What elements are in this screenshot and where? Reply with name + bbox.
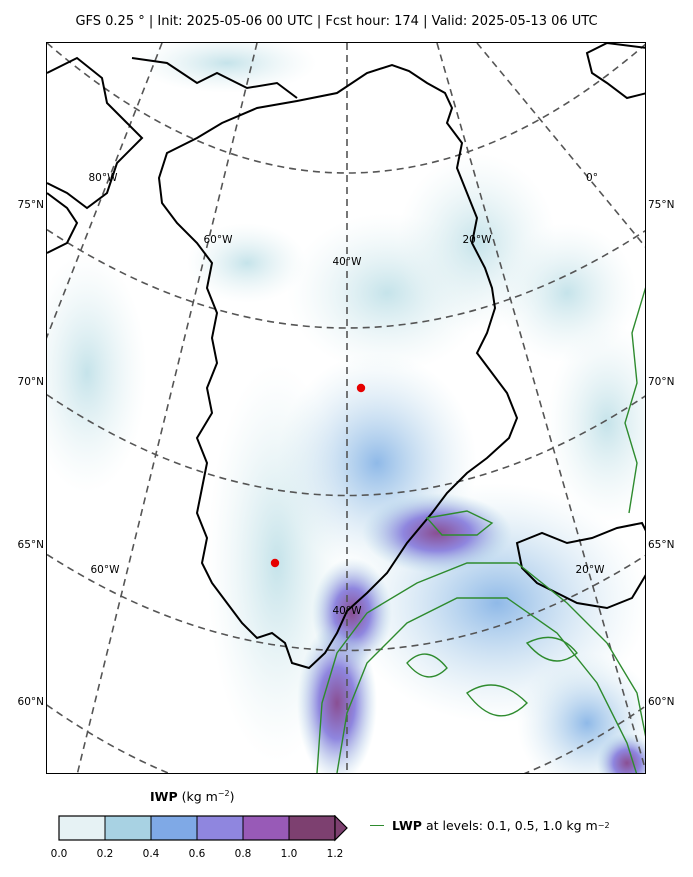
lwp-contours	[316, 510, 645, 773]
colorbar-segment	[242, 815, 290, 841]
lon-label-20w-bottom: 20°W	[576, 564, 606, 576]
colorbar-extend-arrow	[334, 815, 348, 842]
lon-label-60w-top: 60°W	[204, 234, 234, 246]
lon-label-80w: 80°W	[89, 172, 119, 184]
colorbar-tick-4: 0.8	[234, 848, 252, 860]
lwp-contour-0.1	[316, 562, 645, 773]
map-title: GFS 0.25 ° | Init: 2025-05-06 00 UTC | F…	[75, 14, 598, 29]
lwp-legend: LWP at levels: 0.1, 0.5, 1.0 kg m −2	[370, 818, 610, 833]
greenland-coastline	[157, 63, 519, 670]
colorbar	[58, 815, 348, 842]
lon-label-40w-top: 40°W	[333, 256, 363, 268]
map-frame: 80°W 60°W 40°W 20°W 0° 60°W 40°W 20°W	[46, 42, 646, 774]
lat-label-70-right: 70°N	[648, 376, 675, 388]
meridian-20w	[436, 43, 645, 771]
lat-label-65-left: 65°N	[17, 539, 44, 551]
lwp-contour-blob-2	[465, 684, 528, 717]
svalbard-coastline	[585, 43, 645, 100]
iwp-field	[47, 43, 645, 773]
lon-label-60w-bottom: 60°W	[91, 564, 121, 576]
map-canvas: 80°W 60°W 40°W 20°W 0° 60°W 40°W 20°W	[47, 43, 645, 773]
parallel-75n	[47, 228, 645, 329]
ellesmere-coastline	[47, 56, 144, 210]
colorbar-segment	[58, 815, 106, 841]
colorbar-tick-5: 1.0	[280, 848, 298, 860]
site-marker-1	[356, 383, 366, 393]
lat-label-70-left: 70°N	[17, 376, 44, 388]
lwp-contour-blob-1	[406, 653, 448, 678]
colorbar-tick-2: 0.4	[142, 848, 160, 860]
lon-label-20w-top: 20°W	[463, 234, 493, 246]
colorbar-tick-3: 0.6	[188, 848, 206, 860]
lat-label-65-right: 65°N	[648, 539, 675, 551]
lat-label-75-left: 75°N	[17, 199, 44, 211]
parallel-70n	[47, 393, 645, 497]
colorbar-units-close: )	[229, 789, 235, 805]
colorbar-variable: IWP	[150, 789, 178, 805]
site-marker-2	[270, 558, 280, 568]
iceland-coastline	[515, 521, 645, 610]
lwp-legend-swatch	[370, 825, 384, 826]
lwp-contour-blob-3	[525, 636, 578, 662]
colorbar-units: (kg m	[181, 789, 218, 805]
lon-label-40w-bottom: 40°W	[333, 605, 363, 617]
lwp-contour-0.5	[336, 597, 638, 773]
colorbar-tick-6: 1.2	[326, 848, 344, 860]
colorbar-segment	[196, 815, 244, 841]
lwp-legend-exp: −2	[597, 821, 610, 830]
colorbar-segment	[104, 815, 152, 841]
lon-labels: 80°W 60°W 40°W 20°W 0° 60°W 40°W 20°W	[89, 172, 606, 617]
arctic-islands-top	[131, 57, 298, 99]
colorbar-segment	[288, 815, 336, 841]
lat-label-75-right: 75°N	[648, 199, 675, 211]
colorbar-units-exp: −2	[217, 789, 230, 798]
meridian-0	[476, 43, 645, 248]
parallel-65n	[47, 553, 645, 652]
parallel-60n	[47, 704, 645, 773]
graticule	[47, 43, 645, 773]
lon-label-0: 0°	[586, 172, 598, 184]
baffin-coastline	[47, 192, 79, 254]
colorbar-tick-0: 0.0	[50, 848, 68, 860]
lwp-legend-name: LWP	[392, 818, 422, 833]
colorbar-segment	[150, 815, 198, 841]
colorbar-tick-1: 0.2	[96, 848, 114, 860]
colorbar-title: IWP (kg m−2)	[150, 789, 234, 804]
lat-label-60-left: 60°N	[17, 696, 44, 708]
norway-coastline	[624, 287, 645, 514]
lwp-contour-1.0	[425, 510, 494, 536]
lwp-legend-text: at levels: 0.1, 0.5, 1.0 kg m	[425, 818, 598, 833]
meridian-60w	[76, 43, 258, 773]
lat-label-60-right: 60°N	[648, 696, 675, 708]
